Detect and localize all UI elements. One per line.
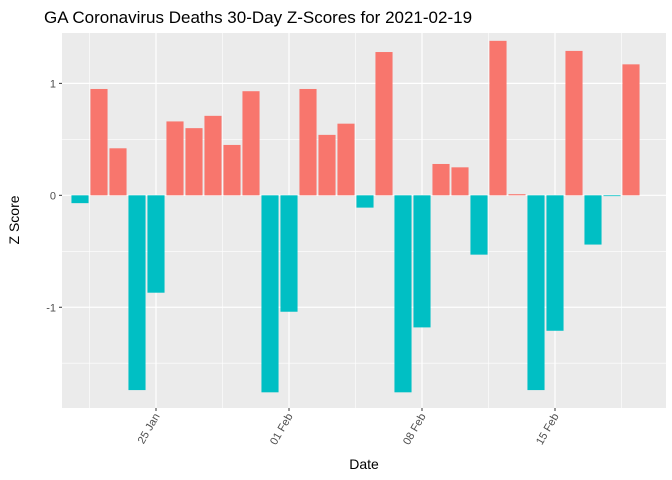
bar <box>242 91 260 196</box>
bar <box>356 195 374 208</box>
bar <box>109 148 127 196</box>
bar <box>375 52 393 196</box>
bar <box>90 88 108 196</box>
bar <box>432 163 450 196</box>
bar <box>527 195 545 391</box>
bar <box>318 134 336 196</box>
bar <box>299 88 317 196</box>
x-tick-label: 15 Feb <box>534 412 562 448</box>
bar <box>185 128 203 196</box>
bar <box>565 50 583 196</box>
bar <box>470 195 488 255</box>
bar <box>337 123 355 196</box>
bar <box>489 40 507 196</box>
y-tick-label: -1 <box>46 302 56 314</box>
x-tick-label: 01 Feb <box>268 412 296 448</box>
x-tick-label: 25 Jan <box>136 412 163 447</box>
y-axis-ticks: -1 0 1 <box>46 78 62 314</box>
bar <box>622 64 640 196</box>
bar <box>166 121 184 196</box>
y-tick-label: 1 <box>50 78 56 90</box>
x-axis-ticks: 25 Jan 01 Feb 08 Feb 15 Feb <box>136 408 562 447</box>
bar <box>71 195 89 204</box>
x-axis-title: Date <box>349 456 379 472</box>
bar <box>280 195 298 312</box>
bar <box>204 115 222 196</box>
bar <box>261 195 279 393</box>
bar <box>451 167 469 196</box>
bar <box>147 195 165 293</box>
bar <box>413 195 431 328</box>
y-axis-title: Z Score <box>6 195 22 244</box>
bar <box>546 195 564 331</box>
x-tick-label: 08 Feb <box>401 412 429 448</box>
y-tick-label: 0 <box>50 190 56 202</box>
bar <box>394 195 412 393</box>
bar <box>603 195 621 197</box>
bar <box>508 194 526 196</box>
bar <box>223 144 241 196</box>
bar <box>128 195 146 391</box>
bar <box>584 195 602 245</box>
chart-title: GA Coronavirus Deaths 30-Day Z-Scores fo… <box>44 8 472 27</box>
bars <box>71 40 640 393</box>
